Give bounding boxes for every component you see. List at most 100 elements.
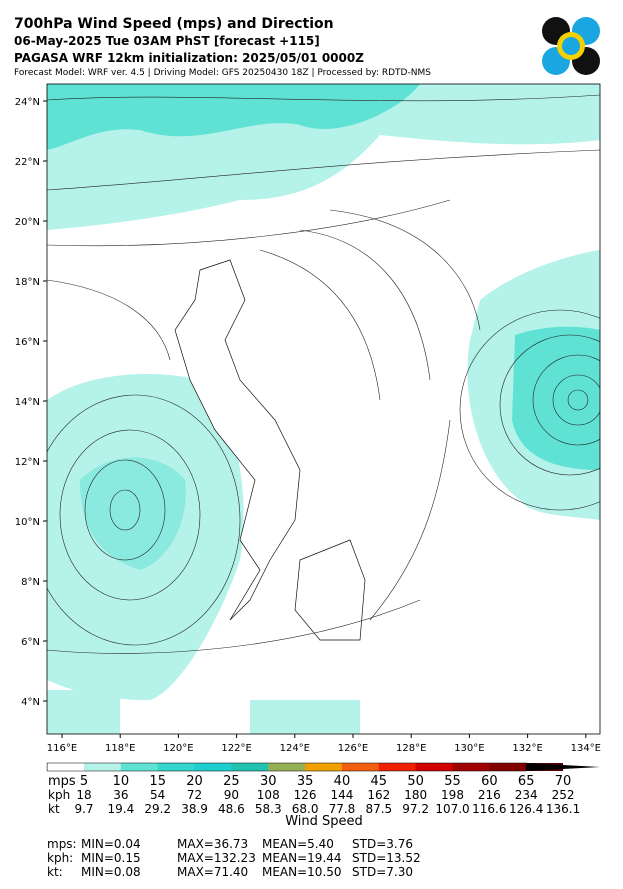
colorbar-cell: [84, 763, 121, 771]
subtitle: 06-May-2025 Tue 03AM PhST [forecast +115…: [14, 34, 320, 48]
colorbar-over: [526, 763, 600, 771]
stat: MAX=132.23: [177, 851, 256, 865]
colorbar-cell: [157, 763, 195, 771]
colorbar-value: 126: [294, 788, 317, 802]
lat-axis: 24°N 22°N 20°N 18°N 16°N 14°N 12°N 10°N 8°N 6°N 4°…: [15, 97, 47, 708]
colorbar-value: 45: [371, 774, 388, 789]
colorbar-value: 108: [257, 788, 280, 802]
title: 700hPa Wind Speed (mps) and Direction: [14, 16, 334, 32]
colorbar-value: 136.1: [546, 802, 580, 816]
unit-label: mps: [48, 774, 76, 789]
lat-label: 14°N: [15, 397, 40, 408]
colorbar-cell: [47, 763, 84, 771]
colorbar-value: 77.8: [329, 802, 356, 816]
stat: MIN=0.08: [81, 865, 141, 879]
lat-label: 22°N: [15, 157, 40, 168]
stat: STD=13.52: [352, 851, 421, 865]
stat: MAX=71.40: [177, 865, 248, 879]
lat-label: 20°N: [15, 217, 40, 228]
colorbar-value: 36: [113, 788, 128, 802]
lat-label: 24°N: [15, 97, 40, 108]
colorbar-value: 50: [407, 774, 424, 789]
colorbar-value: 97.2: [402, 802, 429, 816]
lon-label: 134°E: [571, 743, 601, 754]
stat: MEAN=19.44: [262, 851, 342, 865]
colorbar-cell: [305, 763, 342, 771]
colorbar-cell: [194, 763, 232, 771]
colorbar-value: 87.5: [365, 802, 392, 816]
stat: MIN=0.15: [81, 851, 141, 865]
lon-label: 116°E: [47, 743, 77, 754]
lat-label: 10°N: [15, 517, 40, 528]
stat: MIN=0.04: [81, 837, 141, 851]
colorbar-value: 29.2: [144, 802, 171, 816]
colorbar-value: 15: [149, 774, 166, 789]
colorbar-value: 54: [150, 788, 165, 802]
lat-label: 8°N: [21, 577, 40, 588]
colorbar-cell: [341, 763, 379, 771]
colorbar-value: 107.0: [435, 802, 469, 816]
colorbar-value: 144: [330, 788, 353, 802]
lon-label: 124°E: [280, 743, 310, 754]
colorbar-value: 55: [444, 774, 461, 789]
map: [47, 84, 600, 734]
colorbar-value: 19.4: [107, 802, 134, 816]
colorbar-cell: [378, 763, 416, 771]
stats: mps: MIN=0.04 MAX=36.73 MEAN=5.40 STD=3.76 kp…: [47, 837, 421, 879]
stat: mps:: [47, 837, 77, 851]
colorbar-cell: [120, 763, 158, 771]
lat-label: 16°N: [15, 337, 40, 348]
map-frame: [46, 83, 601, 735]
colorbar-cell: [452, 763, 490, 771]
colorbar-value: 5: [80, 774, 88, 789]
subtitle: PAGASA WRF 12km initialization: 2025/05/…: [14, 51, 364, 65]
stat: MEAN=5.40: [262, 837, 334, 851]
stat: kt:: [47, 865, 63, 879]
colorbar-value: 90: [224, 788, 239, 802]
colorbar-value: 30: [260, 774, 277, 789]
stat: kph:: [47, 851, 73, 865]
colorbar-value: 60: [481, 774, 498, 789]
logo: [542, 17, 600, 75]
colorbar-value: 126.4: [509, 802, 543, 816]
colorbar-value: 68.0: [292, 802, 319, 816]
lon-label: 126°E: [338, 743, 368, 754]
lon-label: 128°E: [396, 743, 426, 754]
colorbar-value: 70: [555, 774, 572, 789]
lat-label: 12°N: [15, 457, 40, 468]
colorbar-value: 234: [515, 788, 538, 802]
credits: Forecast Model: WRF ver. 4.5 | Driving M…: [14, 68, 431, 78]
stat: STD=3.76: [352, 837, 413, 851]
lat-label: 4°N: [21, 697, 40, 708]
colorbar-value: 58.3: [255, 802, 282, 816]
colorbar-value: 48.6: [218, 802, 245, 816]
colorbar-label: Wind Speed: [285, 814, 363, 829]
lon-label: 120°E: [163, 743, 193, 754]
colorbar-value: 20: [186, 774, 203, 789]
lon-label: 122°E: [221, 743, 251, 754]
colorbar-value: 18: [76, 788, 91, 802]
colorbar-value: 180: [404, 788, 427, 802]
colorbar: mps 5 10 15 20 25 30 35 40 45 50 55 60 65 70 kph 18 36 54 7…: [46, 762, 600, 816]
colorbar-value: 162: [367, 788, 390, 802]
lon-axis: 116°E 118°E 120°E 122°E 124°E 126°E 128°E 130°E…: [47, 734, 601, 754]
unit-label: kph: [48, 788, 70, 802]
colorbar-value: 9.7: [74, 802, 93, 816]
lon-label: 132°E: [512, 743, 542, 754]
colorbar-value: 216: [478, 788, 501, 802]
lat-label: 6°N: [21, 637, 40, 648]
colorbar-cell: [268, 763, 306, 771]
colorbar-value: 35: [297, 774, 314, 789]
colorbar-value: 38.9: [181, 802, 208, 816]
colorbar-frame: [46, 762, 527, 772]
lon-label: 130°E: [454, 743, 484, 754]
colorbar-value: 116.6: [472, 802, 506, 816]
stat: MEAN=10.50: [262, 865, 342, 879]
colorbar-value: 25: [223, 774, 240, 789]
stat: STD=7.30: [352, 865, 413, 879]
colorbar-cell: [415, 763, 453, 771]
colorbar-cell: [231, 763, 269, 771]
stat: MAX=36.73: [177, 837, 248, 851]
